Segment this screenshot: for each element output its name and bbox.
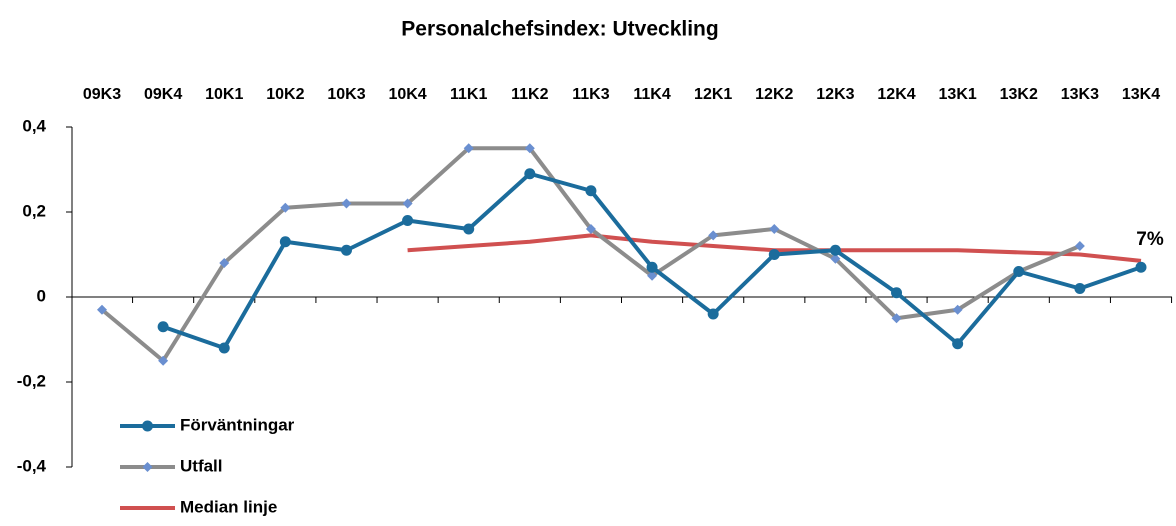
x-tick-label: 12K2: [755, 86, 793, 103]
marker: [218, 342, 230, 354]
marker: [1074, 241, 1085, 251]
legend-marker: [142, 462, 153, 472]
legend-marker: [142, 420, 153, 432]
marker: [952, 304, 963, 315]
x-tick-label: 10K1: [205, 86, 243, 103]
marker: [524, 168, 536, 180]
marker: [463, 143, 474, 154]
marker: [157, 321, 169, 333]
y-tick-label: 0,2: [22, 201, 46, 220]
x-tick-label: 13K4: [1122, 86, 1160, 103]
marker: [402, 198, 413, 209]
legend-label: Utfall: [180, 456, 223, 475]
y-tick-label: 0: [37, 286, 46, 305]
x-tick-label: 10K3: [327, 86, 365, 103]
marker: [280, 202, 291, 213]
marker: [952, 338, 964, 350]
marker: [891, 287, 903, 299]
marker: [647, 270, 658, 281]
marker: [707, 308, 719, 320]
marker: [524, 143, 535, 154]
x-tick-label: 12K1: [694, 86, 732, 103]
y-tick-label: -0,2: [17, 371, 46, 390]
x-tick-label: 10K2: [266, 86, 304, 103]
x-tick-label: 11K3: [572, 86, 609, 103]
marker: [219, 258, 230, 268]
marker: [1013, 266, 1025, 277]
x-tick-label: 11K2: [511, 86, 548, 103]
marker: [341, 198, 352, 209]
marker: [769, 224, 780, 234]
marker: [463, 223, 475, 235]
marker: [829, 244, 841, 256]
marker: [1074, 283, 1086, 294]
marker: [158, 355, 169, 366]
marker: [891, 313, 902, 324]
marker: [830, 253, 841, 264]
marker: [585, 224, 596, 234]
x-tick-label: 09K4: [144, 86, 182, 103]
marker: [768, 249, 780, 260]
x-tick-label: 09K3: [83, 86, 121, 103]
x-tick-label: 13K3: [1061, 86, 1099, 103]
x-tick-label: 13K2: [1000, 86, 1038, 103]
y-tick-label: 0,4: [22, 116, 46, 135]
marker: [97, 304, 107, 315]
x-tick-label: 11K4: [633, 86, 670, 103]
legend-label: Median linje: [180, 497, 277, 516]
x-tick-label: 12K3: [816, 86, 854, 103]
marker: [340, 244, 352, 256]
x-tick-label: 13K1: [939, 86, 977, 103]
annotation: 7%: [1136, 229, 1164, 250]
marker: [402, 215, 414, 226]
x-tick-label: 10K4: [388, 86, 426, 103]
marker: [279, 236, 291, 248]
x-tick-label: 12K4: [877, 86, 915, 103]
marker: [1135, 261, 1147, 273]
x-tick-label: 11K1: [450, 86, 487, 103]
chart-title: Personalchefsindex: Utveckling: [401, 18, 718, 41]
marker: [646, 261, 658, 273]
legend-label: Förväntningar: [180, 415, 295, 434]
marker: [708, 230, 719, 241]
y-tick-label: -0,4: [17, 456, 47, 475]
marker: [585, 185, 597, 197]
series-line: [162, 171, 1142, 350]
series-line: [100, 146, 1081, 363]
